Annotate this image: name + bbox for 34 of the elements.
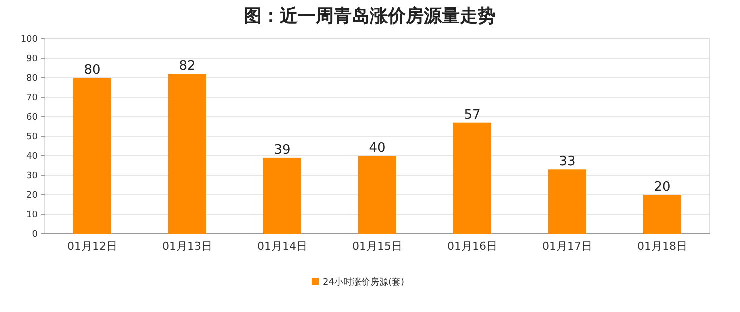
y-tick-label: 70: [26, 94, 38, 104]
y-tick-label: 20: [26, 191, 38, 202]
y-tick-label: 40: [26, 152, 38, 162]
chart-title: 图：近一周青岛涨价房源量走势: [244, 6, 496, 27]
data-label: 57: [464, 108, 481, 123]
y-tick-label: 80: [26, 74, 38, 84]
x-tick-label: 01月14日: [258, 240, 308, 253]
bar: [454, 122, 492, 234]
bar: [168, 74, 206, 234]
data-label: 39: [274, 142, 291, 158]
x-tick-label: 01月13日: [162, 240, 212, 253]
y-tick-label: 50: [26, 132, 38, 143]
y-tick-label: 90: [26, 54, 38, 65]
y-tick-label: 100: [20, 35, 38, 46]
data-label: 80: [84, 63, 101, 78]
x-tick-label: 01月18日: [638, 240, 688, 253]
x-tick-label: 01月12日: [68, 240, 118, 253]
y-tick-label: 0: [32, 230, 38, 240]
data-label: 40: [369, 141, 386, 156]
data-label: 82: [179, 59, 196, 74]
data-label: 33: [559, 154, 576, 170]
y-tick-label: 60: [26, 113, 38, 124]
x-tick-label: 01月15日: [352, 240, 402, 253]
x-tick-label: 01月16日: [448, 240, 498, 253]
bar: [74, 78, 112, 234]
bar: [644, 195, 682, 234]
bar: [264, 158, 302, 234]
x-tick-label: 01月17日: [542, 240, 592, 253]
bar: [548, 170, 586, 234]
y-tick-label: 30: [26, 172, 38, 182]
bar: [358, 156, 396, 234]
y-tick-label: 10: [26, 210, 38, 221]
data-label: 20: [654, 180, 671, 195]
legend-label: 24小时涨价房源(套): [323, 277, 404, 288]
